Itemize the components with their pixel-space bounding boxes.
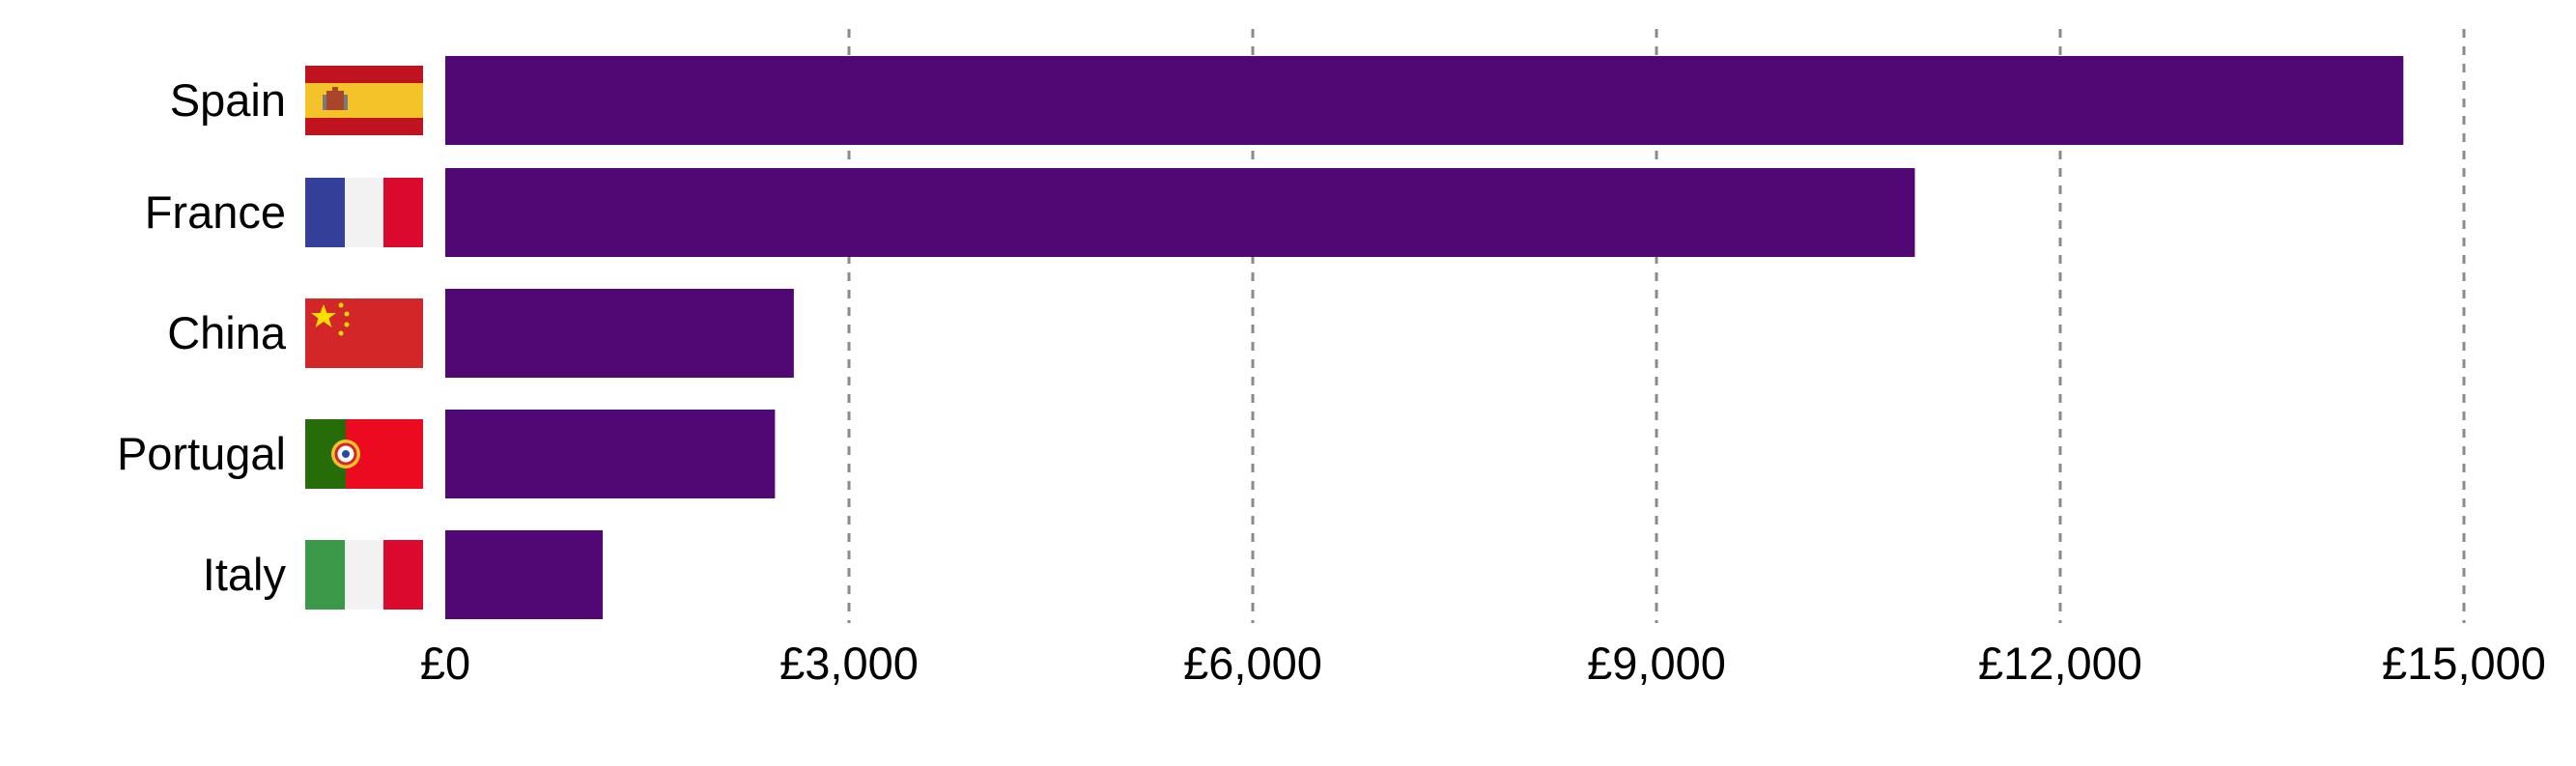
x-tick-label: £6,000 (1183, 638, 1322, 689)
category-label-china: China (167, 307, 287, 358)
china-flag-icon (305, 298, 423, 368)
x-tick-label: £12,000 (1978, 638, 2142, 689)
france-flag-icon (305, 178, 423, 247)
bar-france (445, 168, 1915, 257)
category-label-spain: Spain (170, 74, 286, 126)
category-label-portugal: Portugal (117, 428, 286, 479)
x-tick-label: £15,000 (2382, 638, 2546, 689)
x-tick-label: £9,000 (1587, 638, 1726, 689)
portugal-flag-icon (305, 419, 423, 489)
bars (445, 56, 2404, 619)
bar-china (445, 289, 794, 378)
grid-lines (847, 29, 2466, 623)
spain-flag-icon (305, 66, 423, 135)
bar-italy (445, 530, 604, 619)
x-axis-tick-labels: £0 £3,000 £6,000 £9,000 £12,000 £15,000 (420, 638, 2546, 689)
bar-spain (445, 56, 2404, 145)
category-labels: Spain France China Portugal Italy (117, 74, 287, 600)
x-tick-label: £0 (420, 638, 470, 689)
category-label-france: France (145, 186, 286, 238)
italy-flag-icon (305, 540, 423, 610)
x-tick-label: £3,000 (779, 638, 919, 689)
category-label-italy: Italy (203, 549, 287, 600)
bar-portugal (445, 410, 776, 498)
